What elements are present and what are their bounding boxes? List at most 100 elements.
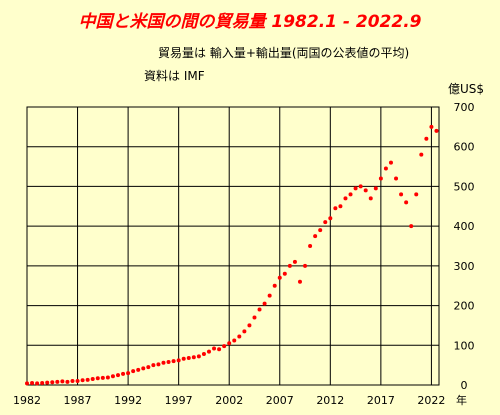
data-point [267,293,272,298]
data-point [176,358,181,363]
x-tick-label: 2012 [316,394,344,407]
note-data-source: 資料は IMF [144,69,205,83]
data-point [378,176,383,181]
data-point [257,307,262,312]
data-point [45,380,50,385]
data-point [60,379,65,384]
data-point [166,359,171,364]
data-point [121,371,126,376]
data-point [35,381,40,386]
data-point [151,363,156,368]
data-point [95,376,100,381]
data-point [110,374,115,379]
data-point [201,352,206,357]
chart-title: 中国と米国の間の貿易量 1982.1 - 2022.9 [78,12,421,32]
data-point [414,192,419,197]
data-point [237,334,242,339]
data-point [424,136,429,141]
data-point [292,259,297,264]
data-point [55,379,60,384]
data-point [277,275,282,280]
data-point [90,377,95,382]
note-trade-definition: 貿易量は 輸入量+輸出量(両国の公表値の平均) [158,45,409,60]
data-point [363,188,368,193]
data-point [272,283,277,288]
data-point [404,200,409,205]
data-point [388,160,393,165]
data-point [65,379,70,384]
data-point [287,263,292,268]
data-point [262,301,267,306]
data-point [318,228,323,233]
data-point [353,186,358,191]
data-point [348,192,353,197]
y-tick-label: 600 [454,141,475,154]
plot-frame [26,106,440,386]
data-point [343,196,348,201]
data-point [308,244,313,248]
data-point [115,373,120,378]
x-tick-label: 1997 [165,394,193,407]
data-point [75,379,80,384]
data-point [242,329,247,334]
data-point [434,128,439,133]
data-point [429,124,434,129]
y-tick-label: 0 [461,379,468,392]
y-tick-label: 100 [454,339,475,352]
data-point [222,344,227,349]
data-point [80,378,85,383]
data-point [100,375,105,380]
data-point [191,355,196,360]
x-tick-label: 1987 [64,394,92,407]
data-point [161,360,166,365]
y-axis-unit-label: 億US$ [448,82,484,96]
data-point [227,341,232,346]
data-point [333,206,338,211]
y-tick-label: 400 [454,220,475,233]
data-point [419,152,424,157]
data-point [30,381,35,386]
data-point [146,365,151,370]
data-point [131,369,136,374]
data-point [141,366,146,371]
data-point [247,323,252,328]
data-point [186,355,191,360]
data-point [323,220,328,225]
data-point [25,381,29,386]
y-tick-labels: 0 100 200 300 400 500 600 700 [454,101,475,392]
data-point [383,166,388,171]
data-point [282,271,287,276]
data-point [171,359,176,364]
data-point [105,375,110,380]
data-point [70,379,75,384]
data-point [303,263,308,268]
data-point [126,371,131,376]
data-point [252,315,257,320]
data-point [297,279,302,284]
x-tick-label: 2017 [367,394,395,407]
x-tick-label: 1992 [114,394,142,407]
data-point [85,377,90,382]
data-point [156,362,161,367]
x-axis-unit-label: 年 [456,393,467,407]
x-tick-label: 1982 [13,394,41,407]
y-tick-label: 200 [454,300,475,313]
data-point [328,216,333,221]
data-point [358,184,363,189]
y-tick-label: 500 [454,180,475,193]
data-point [232,338,237,343]
data-point [394,176,399,181]
x-tick-label: 2002 [215,394,243,407]
y-tick-label: 300 [454,260,475,273]
grid-lines [26,106,439,386]
data-point [399,192,404,197]
data-point [206,349,211,354]
data-point [409,224,414,229]
x-tick-label: 2007 [266,394,294,407]
x-tick-label: 2022 [417,394,445,407]
data-point [338,204,343,209]
data-point [212,346,217,351]
y-tick-label: 700 [454,101,475,114]
data-points [25,124,439,386]
